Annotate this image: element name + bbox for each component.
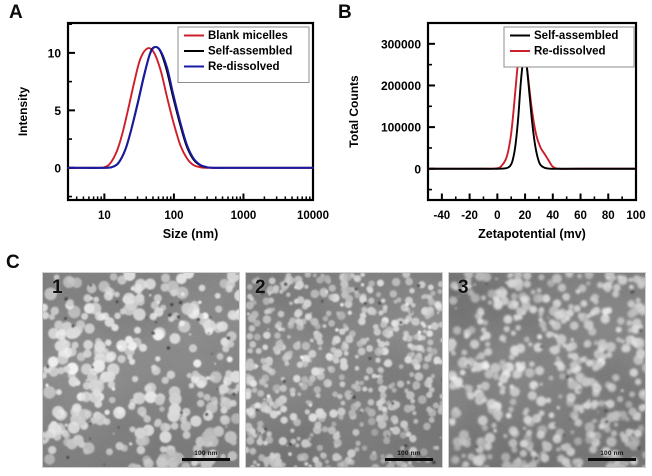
panel-b-x-tick-label: 80 <box>602 210 615 222</box>
tem-vignette <box>43 273 239 467</box>
panel-b-x-tick-label: 0 <box>494 210 500 222</box>
panel-b-y-tick-label: 200000 <box>381 79 421 93</box>
scalebar-label-1: 100 nm <box>194 450 218 457</box>
panel-b-legend-label-1: Self-assembled <box>534 30 618 42</box>
tem-micrograph-2-canvas <box>246 273 442 468</box>
panel-a-y-tick-label: 5 <box>54 104 61 118</box>
panel-b-x-axis-label: Zetapotential (mv) <box>478 227 586 241</box>
scalebar-line-3 <box>588 458 636 461</box>
panel-a-y-axis-label: Intensity <box>16 87 30 137</box>
panel-a-legend-label-3: Re-dissolved <box>208 61 280 73</box>
panel-b-x-tick-label: 100 <box>626 210 645 222</box>
panel-a-series-3 <box>67 45 314 169</box>
tem-image-number-3: 3 <box>458 277 469 298</box>
tem-micrograph-3-canvas <box>449 273 645 468</box>
scalebar-line-1 <box>182 458 230 461</box>
panel-a-y-tick-label: 0 <box>54 161 61 175</box>
panel-b-series-1 <box>427 55 637 170</box>
tem-vignette <box>449 273 645 467</box>
tem-image-3: 3 100 nm <box>448 272 646 468</box>
panel-b-x-tick-label: 40 <box>546 210 559 222</box>
panel-a-legend-label-1: Blank micelles <box>208 30 288 42</box>
panel-label-b: B <box>338 2 352 23</box>
panel-b-zetapotential-chart: -40 -20 0 20 40 60 80 100 0 100000 200000 300000 Zet… <box>330 4 652 246</box>
scalebar-label-2: 100 nm <box>397 450 421 457</box>
panel-b-x-tick-label: 20 <box>519 210 532 222</box>
panel-a-x-tick-label: 1000 <box>231 210 257 222</box>
panel-b-y-tick-label: 0 <box>414 162 421 176</box>
panel-b-x-tick-label: -40 <box>434 210 451 222</box>
scalebar-label-3: 100 nm <box>600 450 624 457</box>
tem-speck <box>557 467 559 468</box>
panel-a-series-1 <box>67 47 314 169</box>
panel-a-x-tick-label: 10 <box>98 210 111 222</box>
scalebar-2: 100 nm <box>383 450 435 461</box>
tem-image-number-1: 1 <box>52 277 63 298</box>
panel-label-a: A <box>9 2 23 23</box>
panel-b-legend-label-2: Re-dissolved <box>534 46 606 58</box>
scalebar-1: 100 nm <box>180 450 232 461</box>
tem-micrograph-1-canvas <box>43 273 239 467</box>
scalebar-line-2 <box>385 458 433 461</box>
panel-b-legend-box <box>503 26 635 68</box>
panel-label-c: C <box>6 252 20 273</box>
tem-image-1: 1 100 nm <box>42 272 240 468</box>
panel-a-plot-frame <box>66 21 315 202</box>
panel-b-y-tick-label: 100000 <box>381 121 421 135</box>
panel-b-plot-frame <box>426 21 638 202</box>
panel-b-y-axis-label: Total Counts <box>347 75 361 148</box>
tem-vignette <box>246 273 442 467</box>
panel-b-x-tick-label: -20 <box>461 210 478 222</box>
panel-a-x-axis-label: Size (nm) <box>163 227 219 241</box>
panel-a-plot-svg: 10 100 1000 10000 0 5 10 Size (nm) Intensity Blan… <box>16 21 329 241</box>
panel-a-x-tick-label: 10000 <box>297 210 329 222</box>
panel-b-y-tick-label: 300000 <box>381 37 421 51</box>
panel-b-plot-svg: -40 -20 0 20 40 60 80 100 0 100000 200000 300000 Zet… <box>347 21 646 241</box>
tem-image-number-2: 2 <box>255 277 266 298</box>
tem-speck <box>256 467 257 468</box>
panel-a-y-tick-label: 10 <box>48 46 62 60</box>
panel-a-legend-label-2: Self-assembled <box>208 46 292 58</box>
panel-a-size-distribution-chart: 10 100 1000 10000 0 5 10 Size (nm) Intensity Blan… <box>0 4 330 246</box>
tem-image-2: 2 100 nm <box>245 272 443 468</box>
panel-a-x-tick-label: 100 <box>164 210 183 222</box>
panel-b-x-tick-label: 60 <box>574 210 587 222</box>
scalebar-3: 100 nm <box>586 450 638 461</box>
panel-c-tem-image-row: 1 100 nm 2 100 nm 3 100 nm <box>42 272 646 468</box>
